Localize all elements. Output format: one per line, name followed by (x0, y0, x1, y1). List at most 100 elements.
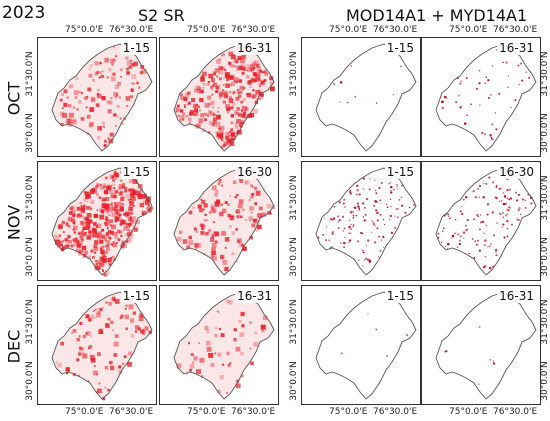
group-title-s2: S2 SR (138, 6, 185, 25)
burn-pixel (114, 299, 120, 304)
fire-detection (390, 205, 392, 208)
burn-pixel (250, 361, 254, 366)
fire-detection (352, 216, 355, 219)
fire-detection (398, 198, 401, 201)
burn-pixel (115, 190, 119, 194)
burn-pixel (57, 243, 61, 247)
fire-detection (358, 193, 361, 196)
burn-pixel (217, 111, 220, 113)
burn-pixel (72, 221, 76, 225)
burn-pixel (235, 111, 239, 115)
burn-pixel (126, 60, 132, 66)
burn-pixel (79, 348, 84, 353)
fire-detection (460, 212, 464, 216)
burn-pixel (128, 234, 134, 239)
burn-pixel (251, 94, 256, 99)
fire-detection (349, 189, 352, 193)
burn-pixel (82, 245, 87, 250)
burn-pixel (261, 212, 266, 217)
burn-pixel (206, 218, 209, 222)
burn-pixel (247, 113, 253, 119)
burn-pixel (212, 221, 216, 224)
fire-detection (390, 191, 393, 194)
burn-pixel (234, 122, 238, 127)
fire-detection (492, 362, 496, 365)
fire-detection (367, 239, 370, 242)
burn-pixel (117, 238, 121, 242)
fire-detection (487, 246, 489, 248)
burn-pixel (69, 208, 72, 210)
burn-pixel (188, 210, 193, 215)
burn-pixel (101, 198, 106, 203)
burn-pixel (128, 304, 134, 310)
burn-pixel (85, 226, 90, 230)
fire-detection (357, 203, 359, 205)
burn-pixel (252, 79, 254, 82)
fire-detection (346, 101, 349, 104)
burn-pixel (86, 235, 91, 240)
burn-pixel (198, 118, 204, 124)
fire-detection (478, 69, 481, 72)
burn-pixel (87, 218, 92, 224)
burn-pixel (113, 353, 118, 357)
fire-detection (485, 224, 488, 227)
burn-pixel (221, 66, 225, 71)
burn-pixel (103, 190, 108, 195)
burn-pixel (89, 189, 95, 194)
fire-detection (506, 188, 509, 192)
fire-detection (516, 218, 519, 221)
fire-detection (363, 219, 366, 222)
burn-pixel (111, 206, 116, 211)
burn-pixel (77, 99, 82, 104)
burn-pixel (107, 257, 112, 262)
burn-pixel (237, 91, 240, 95)
burn-pixel (207, 95, 212, 100)
burn-pixel (120, 314, 124, 318)
fire-detection (396, 186, 398, 188)
burn-pixel (220, 54, 223, 57)
burn-pixel (134, 330, 138, 333)
burn-pixel (95, 262, 98, 266)
burn-pixel (128, 65, 132, 69)
burn-pixel (104, 233, 110, 239)
burn-pixel (223, 84, 225, 86)
burn-pixel (115, 202, 119, 206)
period-label: 1-15 (384, 289, 416, 303)
burn-pixel (101, 70, 104, 73)
burn-pixel (256, 98, 258, 100)
burn-pixel (72, 106, 75, 109)
burn-pixel (129, 216, 133, 220)
burn-pixel (229, 130, 232, 133)
burn-pixel (211, 122, 216, 127)
burn-pixel (236, 193, 239, 197)
burn-pixel (74, 237, 78, 241)
fire-detection (484, 82, 487, 85)
fire-detection (357, 205, 360, 208)
burn-pixel (103, 255, 107, 259)
period-label: 16-30 (235, 165, 274, 179)
burn-pixel (93, 365, 96, 367)
burn-pixel (224, 69, 227, 72)
fire-detection (390, 189, 392, 192)
burn-pixel (253, 341, 259, 347)
burn-pixel (197, 86, 202, 91)
burn-pixel (133, 225, 138, 231)
fire-detection (374, 200, 377, 203)
burn-pixel (250, 211, 253, 214)
burn-pixel (98, 76, 101, 79)
burn-pixel (131, 196, 136, 201)
burn-pixel (102, 251, 106, 254)
burn-pixel (87, 317, 93, 322)
burn-pixel (73, 90, 79, 96)
burn-pixel (214, 352, 217, 355)
fire-detection (368, 259, 372, 262)
burn-pixel (129, 218, 135, 224)
burn-pixel (89, 220, 93, 224)
burn-pixel (84, 191, 87, 194)
fire-detection (490, 243, 492, 245)
burn-pixel (102, 185, 106, 189)
region-boundary (173, 291, 275, 400)
lon-tick-label: 75°0.0'E (187, 25, 226, 35)
burn-pixel (250, 196, 254, 199)
burn-pixel (204, 213, 207, 216)
